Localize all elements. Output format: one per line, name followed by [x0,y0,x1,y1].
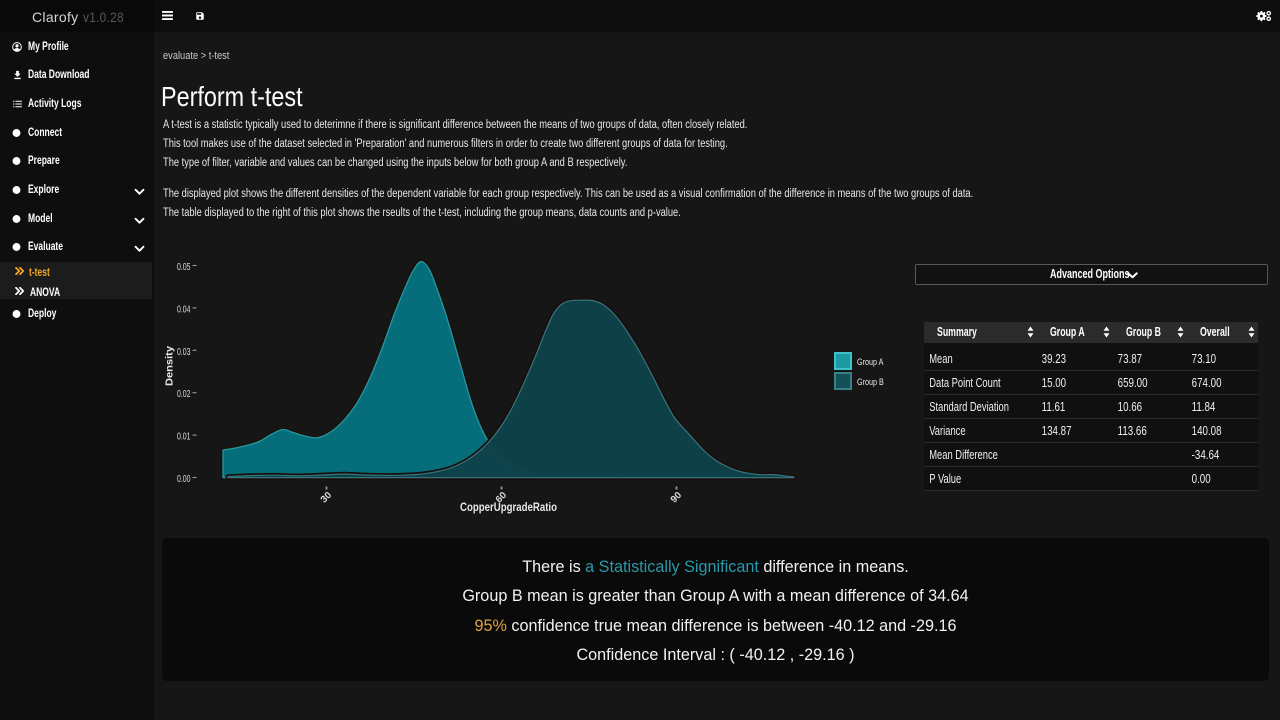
svg-text:Density: Density [165,346,176,386]
svg-text:90: 90 [669,490,685,506]
svg-text:CopperUpgradeRatio: CopperUpgradeRatio [460,502,557,514]
svg-text:0.01: 0.01 [177,432,191,443]
svg-text:0.03: 0.03 [177,347,191,358]
svg-text:0.02: 0.02 [177,389,191,400]
svg-text:0.04: 0.04 [177,304,191,315]
svg-text:0.00: 0.00 [177,474,191,485]
svg-text:0.05: 0.05 [177,262,191,273]
svg-text:30: 30 [319,490,335,506]
